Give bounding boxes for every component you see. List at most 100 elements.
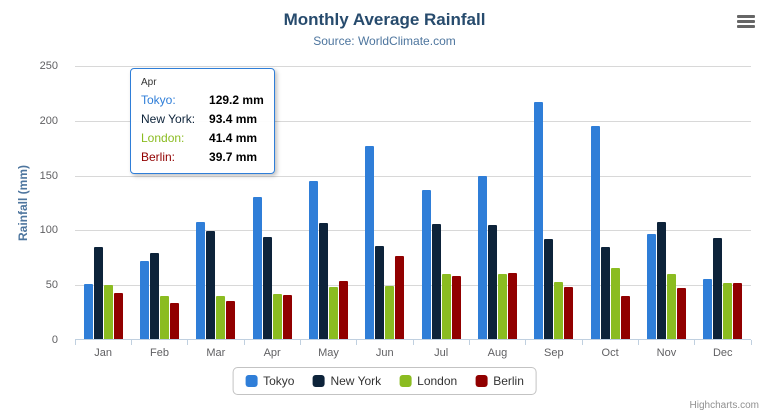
bar-london-nov[interactable]	[666, 274, 676, 339]
bar-new-york-jul[interactable]	[431, 224, 441, 339]
bar-group-dec	[695, 66, 751, 339]
bar-berlin-feb[interactable]	[169, 303, 179, 339]
bar-london-sep[interactable]	[554, 282, 564, 339]
bar-tokyo-sep[interactable]	[534, 102, 544, 339]
legend-item-london[interactable]: London	[399, 374, 457, 388]
bar-group-nov	[638, 66, 694, 339]
x-axis-tick	[187, 340, 189, 345]
gridline	[75, 230, 751, 231]
bar-new-york-dec[interactable]	[713, 238, 723, 339]
bar-new-york-mar[interactable]	[206, 231, 216, 339]
hamburger-menu-icon[interactable]	[735, 12, 757, 30]
x-axis-label-aug: Aug	[487, 347, 508, 359]
legend-swatch-new-york	[312, 375, 325, 387]
bar-new-york-feb[interactable]	[149, 253, 159, 339]
y-axis-label: 100	[39, 224, 58, 236]
bar-new-york-nov[interactable]	[656, 222, 666, 339]
gridline	[75, 176, 751, 177]
bar-tokyo-aug[interactable]	[477, 176, 487, 339]
bar-london-feb[interactable]	[159, 296, 169, 339]
bar-london-dec[interactable]	[723, 283, 733, 339]
hamburger-bar	[737, 14, 755, 18]
bar-berlin-oct[interactable]	[620, 296, 630, 339]
bar-new-york-aug[interactable]	[487, 225, 497, 339]
bar-group-jan	[75, 66, 131, 339]
chart-title: Monthly Average Rainfall	[283, 10, 486, 29]
chart-subtitle: Source: WorldClimate.com	[313, 34, 456, 48]
credits-link[interactable]: Highcharts.com	[689, 400, 759, 411]
tooltip: Apr Tokyo: 129.2 mm New York: 93.4 mm London…	[130, 68, 275, 174]
bar-tokyo-may[interactable]	[308, 181, 318, 339]
bar-tokyo-oct[interactable]	[590, 126, 600, 339]
bar-group-may	[300, 66, 356, 339]
tooltip-series-value: 41.4 mm	[209, 131, 258, 145]
bar-berlin-jun[interactable]	[395, 256, 405, 339]
bar-london-aug[interactable]	[497, 274, 507, 339]
bar-tokyo-jan[interactable]	[83, 284, 93, 339]
y-axis-label: 0	[51, 334, 58, 346]
bar-group-jul	[413, 66, 469, 339]
legend-swatch-berlin	[475, 375, 488, 387]
x-axis-label-may: May	[318, 347, 339, 359]
bar-london-apr[interactable]	[272, 294, 282, 339]
bar-london-mar[interactable]	[216, 296, 226, 339]
x-axis-tick	[637, 340, 639, 345]
legend-swatch-tokyo	[245, 375, 258, 387]
bar-berlin-may[interactable]	[338, 281, 348, 339]
bar-group-jun	[357, 66, 413, 339]
x-axis-label-apr: Apr	[263, 347, 281, 359]
bar-new-york-may[interactable]	[318, 223, 328, 339]
bar-berlin-dec[interactable]	[733, 283, 743, 339]
bar-berlin-sep[interactable]	[564, 287, 574, 339]
hamburger-bar	[737, 24, 755, 28]
bar-group-mar	[188, 66, 244, 339]
legend: Tokyo New York London Berlin	[232, 367, 537, 395]
tooltip-series-value: 129.2 mm	[209, 93, 264, 107]
bar-new-york-sep[interactable]	[544, 239, 554, 339]
x-axis-label-oct: Oct	[601, 347, 619, 359]
x-axis-label-nov: Nov	[656, 347, 677, 359]
bar-new-york-jun[interactable]	[375, 246, 385, 339]
bar-tokyo-nov[interactable]	[646, 234, 656, 339]
x-axis-tick	[299, 340, 301, 345]
gridline	[75, 66, 751, 67]
y-axis-label: 50	[45, 279, 58, 291]
legend-item-tokyo[interactable]: Tokyo	[245, 374, 294, 388]
x-axis-label-dec: Dec	[712, 347, 733, 359]
bar-group-sep	[526, 66, 582, 339]
bar-tokyo-apr[interactable]	[252, 197, 262, 339]
bar-london-may[interactable]	[328, 287, 338, 339]
bar-london-jun[interactable]	[385, 286, 395, 339]
x-axis-tick	[525, 340, 527, 345]
legend-item-new-york[interactable]: New York	[312, 374, 381, 388]
bar-london-oct[interactable]	[610, 268, 620, 339]
y-axis-labels: 0 50 100 150 200 250	[0, 60, 66, 346]
y-axis-label: 250	[39, 60, 58, 72]
bar-new-york-apr[interactable]	[262, 237, 272, 339]
bar-london-jan[interactable]	[103, 285, 113, 339]
bar-tokyo-feb[interactable]	[139, 261, 149, 339]
x-axis-tick	[750, 340, 752, 345]
bar-london-jul[interactable]	[441, 274, 451, 339]
y-axis-label: 200	[39, 115, 58, 127]
bar-berlin-jan[interactable]	[113, 293, 123, 339]
tooltip-series-label: Berlin:	[141, 150, 176, 164]
bar-berlin-jul[interactable]	[451, 276, 461, 339]
tooltip-header: Apr	[141, 77, 157, 88]
bar-berlin-mar[interactable]	[226, 301, 236, 339]
hamburger-bar	[737, 19, 755, 23]
x-axis-label-jul: Jul	[434, 347, 449, 359]
plot-area	[74, 66, 752, 345]
bar-new-york-oct[interactable]	[600, 247, 610, 339]
bar-tokyo-dec[interactable]	[703, 279, 713, 339]
bar-berlin-apr[interactable]	[282, 295, 292, 339]
bar-tokyo-jun[interactable]	[365, 146, 375, 339]
bar-new-york-jan[interactable]	[93, 247, 103, 339]
bar-berlin-nov[interactable]	[676, 288, 686, 339]
bar-tokyo-jul[interactable]	[421, 190, 431, 339]
y-axis-label: 150	[39, 170, 58, 182]
x-axis-tick	[74, 340, 76, 345]
bar-tokyo-mar[interactable]	[196, 222, 206, 339]
legend-item-berlin[interactable]: Berlin	[475, 374, 524, 388]
bar-berlin-aug[interactable]	[507, 273, 517, 339]
